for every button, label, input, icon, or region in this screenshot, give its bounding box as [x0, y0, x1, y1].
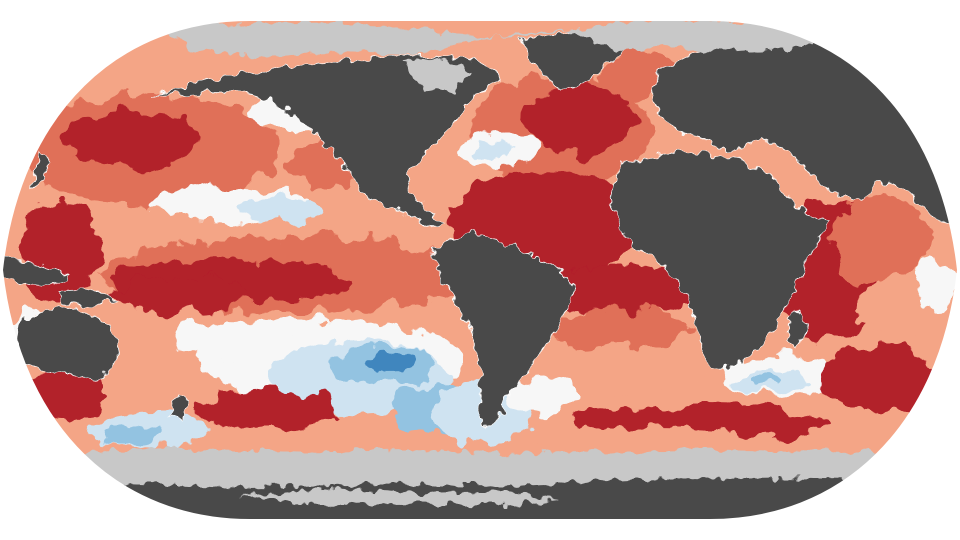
anomaly-patch	[540, 265, 700, 315]
anomaly-patch	[830, 195, 930, 285]
anomaly-patch	[235, 198, 325, 222]
arctic-islands	[400, 58, 470, 92]
north-america	[149, 54, 501, 231]
madagascar	[787, 309, 807, 346]
anomaly-patch	[550, 308, 690, 352]
anomaly-patch	[200, 390, 340, 430]
anomaly-patch	[820, 345, 940, 415]
anomaly-patch	[530, 345, 710, 395]
africa	[609, 149, 831, 371]
anomaly-patch	[60, 112, 200, 168]
new-zealand	[169, 391, 189, 421]
indonesia	[2, 254, 72, 286]
anomaly-patch	[525, 85, 635, 155]
antarctic-ice-shelf	[240, 488, 560, 505]
anomaly-patch	[20, 200, 100, 300]
anomaly-patch	[170, 320, 290, 360]
japan	[29, 149, 51, 192]
australia	[14, 304, 121, 381]
anomaly-patch	[530, 428, 770, 452]
anomaly-patch	[915, 260, 955, 310]
new-guinea	[59, 289, 116, 307]
south-america	[429, 231, 576, 431]
arctic-sea-ice	[160, 20, 850, 58]
anomaly-patch	[110, 277, 250, 313]
anomaly-patch	[100, 425, 160, 445]
anomaly-patch	[747, 374, 783, 386]
anomaly-patch	[365, 352, 415, 372]
anomaly-patch	[470, 142, 510, 158]
ice-layer	[40, 20, 930, 505]
globe-outline	[0, 19, 960, 521]
anomaly-patch	[500, 377, 580, 413]
antarctic-sea-ice	[40, 448, 930, 488]
